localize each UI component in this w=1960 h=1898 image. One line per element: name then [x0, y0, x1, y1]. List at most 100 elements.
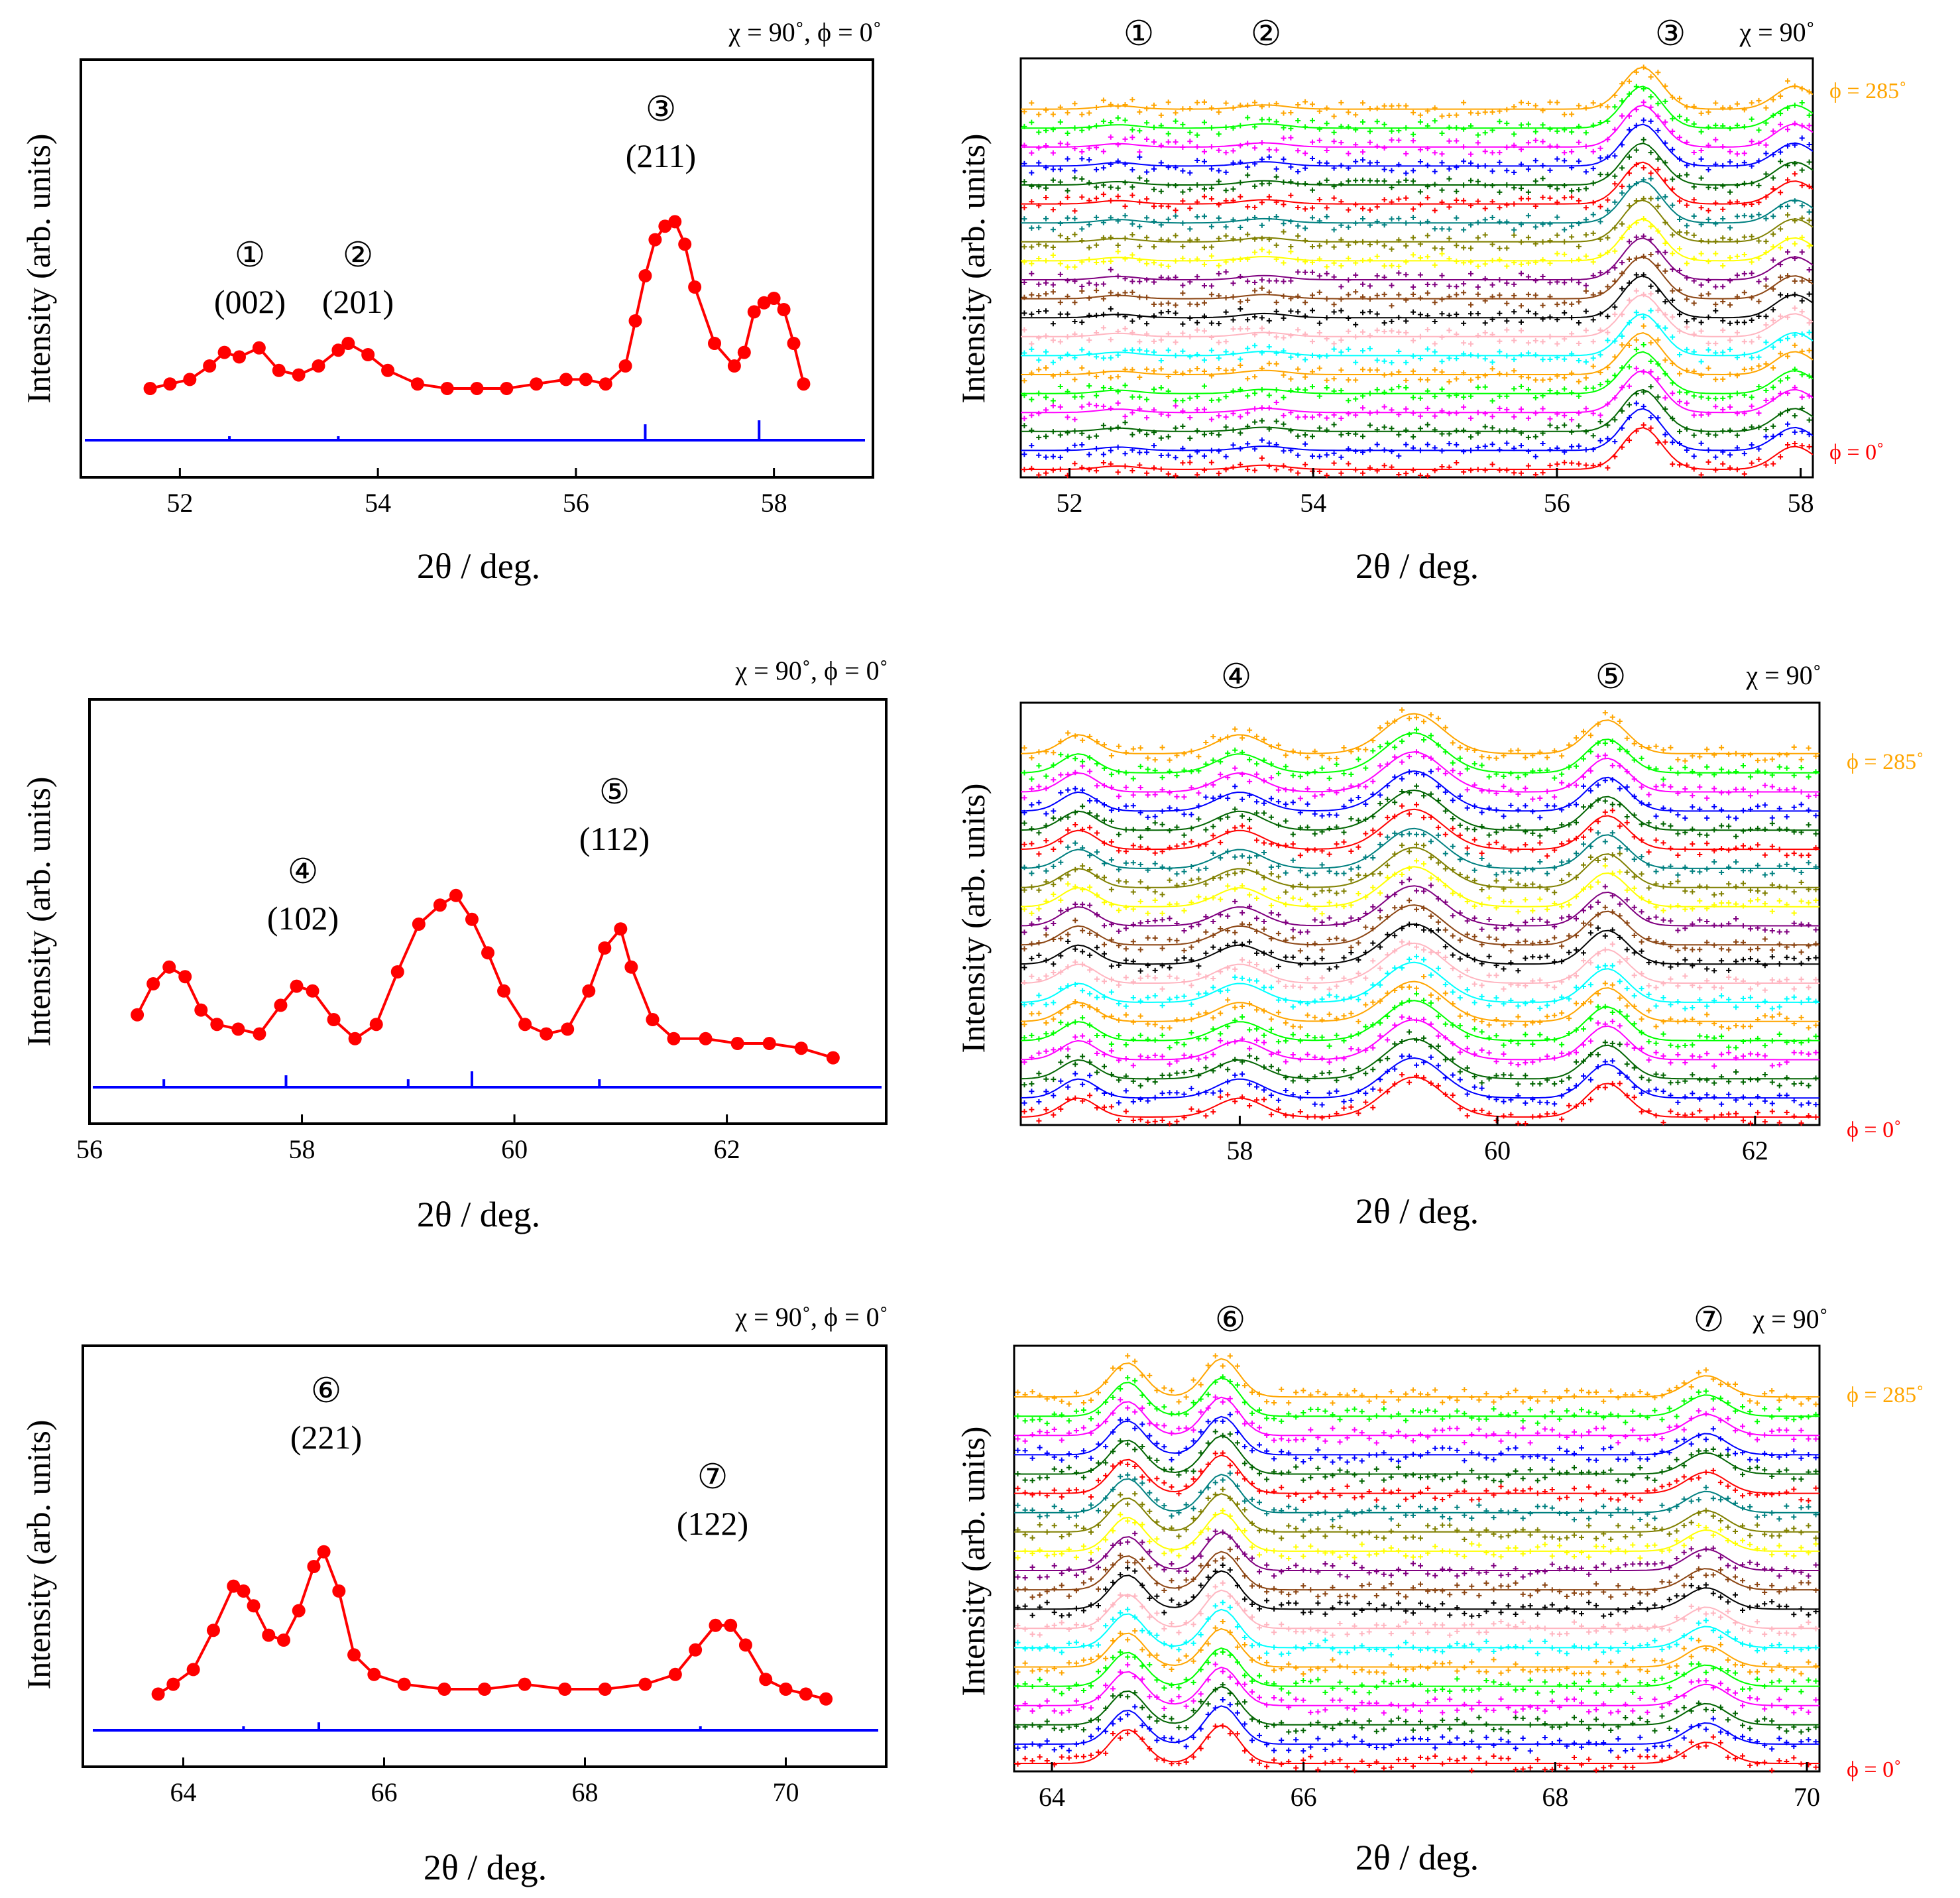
phi-trace — [1021, 272, 1814, 327]
x-tick-label: 52 — [1057, 488, 1083, 518]
data-point — [146, 977, 160, 990]
fit-curve — [1021, 143, 1814, 186]
x-tick-label: 56 — [563, 488, 589, 518]
panel-1-y-label: Intensity (arb. units) — [20, 134, 57, 404]
waterfall-panel-2: χ = 90˚ ④ ⑤ 58 60 62 ϕ = 285˚ ϕ = 0˚ Inten… — [954, 658, 1924, 1231]
fit-curve — [1020, 770, 1819, 812]
data-point — [614, 922, 628, 936]
data-point — [646, 1013, 660, 1026]
data-point — [312, 359, 325, 373]
peak-4-hkl: (102) — [267, 900, 339, 937]
data-point — [668, 215, 682, 229]
data-point — [397, 1677, 411, 1691]
data-point — [470, 382, 484, 395]
peak-4-id: ④ — [288, 853, 319, 891]
fit-curve — [1021, 237, 1814, 281]
phi-trace — [1014, 1411, 1819, 1465]
peak-5-hkl: (112) — [579, 820, 650, 857]
fit-curve — [1020, 847, 1819, 888]
x-tick-label: 68 — [1542, 1782, 1568, 1812]
waterfall-2-y-label: Intensity (arb. units) — [954, 784, 992, 1053]
waterfall-1-peak-2-id: ② — [1251, 15, 1282, 53]
data-markers — [1021, 1029, 1819, 1089]
x-tick-label: 56 — [1544, 488, 1570, 518]
phi-trace — [1021, 252, 1814, 309]
data-point — [347, 1648, 361, 1662]
data-point — [306, 984, 319, 998]
phi-trace — [1014, 1353, 1819, 1407]
x-tick-label: 60 — [501, 1134, 528, 1164]
data-markers — [1021, 1072, 1819, 1127]
data-markers — [1021, 64, 1812, 119]
phi-trace — [1021, 64, 1814, 119]
waterfall-3-peak-6-id: ⑥ — [1215, 1301, 1246, 1339]
fit-curve — [1020, 904, 1819, 946]
data-point — [708, 337, 721, 350]
data-markers — [1021, 422, 1812, 479]
fit-curve — [1020, 866, 1819, 908]
phi-trace — [1020, 801, 1819, 859]
data-point — [497, 984, 511, 998]
fit-curve — [1014, 1628, 1819, 1668]
phi-trace — [1021, 323, 1814, 385]
x-tick-label: 68 — [572, 1777, 599, 1807]
data-point — [757, 296, 771, 310]
data-point — [449, 888, 463, 902]
phi-trace — [1020, 768, 1819, 821]
data-markers — [1021, 272, 1812, 327]
phi-trace — [1014, 1374, 1819, 1427]
fit-curve — [1021, 123, 1814, 167]
peak-6-hkl: (221) — [290, 1419, 362, 1456]
data-markers — [1015, 1470, 1819, 1523]
data-point — [292, 1604, 306, 1618]
data-point — [777, 303, 791, 316]
phi-trace — [1021, 84, 1814, 138]
peak-1-id: ① — [235, 237, 266, 274]
fit-curve — [1020, 789, 1819, 831]
fit-curve — [1020, 732, 1819, 774]
waterfall-1-x-ticks: 52 54 56 58 — [1057, 468, 1814, 518]
waterfall-1-y-label: Intensity (arb. units) — [954, 134, 992, 404]
data-point — [478, 1683, 491, 1696]
phi-trace — [1014, 1486, 1819, 1542]
phi-trace — [1020, 1029, 1819, 1089]
fit-curve — [1014, 1667, 1819, 1706]
data-point — [658, 219, 672, 233]
data-markers — [1015, 1528, 1819, 1580]
phi-trace — [1021, 176, 1814, 233]
fit-curve — [1014, 1377, 1819, 1417]
data-markers — [1021, 400, 1812, 461]
data-markers — [1021, 830, 1819, 878]
data-point — [194, 1003, 208, 1017]
data-markers — [1015, 1619, 1819, 1677]
phi-trace — [1021, 400, 1814, 461]
peak-1-hkl: (002) — [214, 283, 286, 320]
fit-curve — [1014, 1358, 1819, 1398]
data-point — [558, 1683, 572, 1696]
phi-trace — [1020, 783, 1819, 840]
fit-curve — [1020, 713, 1819, 754]
peak-7-id: ⑦ — [697, 1458, 728, 1496]
phi-trace — [1020, 858, 1819, 917]
waterfall-1-traces — [1021, 64, 1814, 479]
data-markers — [1021, 342, 1812, 404]
data-markers — [1015, 1450, 1819, 1504]
data-point — [648, 233, 662, 247]
data-markers — [1021, 233, 1812, 290]
fit-curve — [1020, 1076, 1819, 1118]
fit-curve — [1021, 104, 1814, 148]
phi-trace — [1020, 827, 1819, 878]
panel-2-reference-peaks — [162, 1071, 601, 1087]
phi-trace — [1021, 196, 1814, 252]
data-point — [412, 918, 426, 931]
data-markers — [1015, 1547, 1819, 1600]
phi-trace — [1014, 1450, 1819, 1504]
data-point — [767, 292, 781, 305]
x-tick-label: 54 — [365, 488, 391, 518]
data-markers — [1021, 99, 1812, 157]
data-markers — [1021, 323, 1812, 385]
waterfall-2-peak-5-id: ⑤ — [1595, 658, 1627, 696]
panel-2-series — [131, 888, 840, 1065]
fit-curve — [1014, 1512, 1819, 1552]
